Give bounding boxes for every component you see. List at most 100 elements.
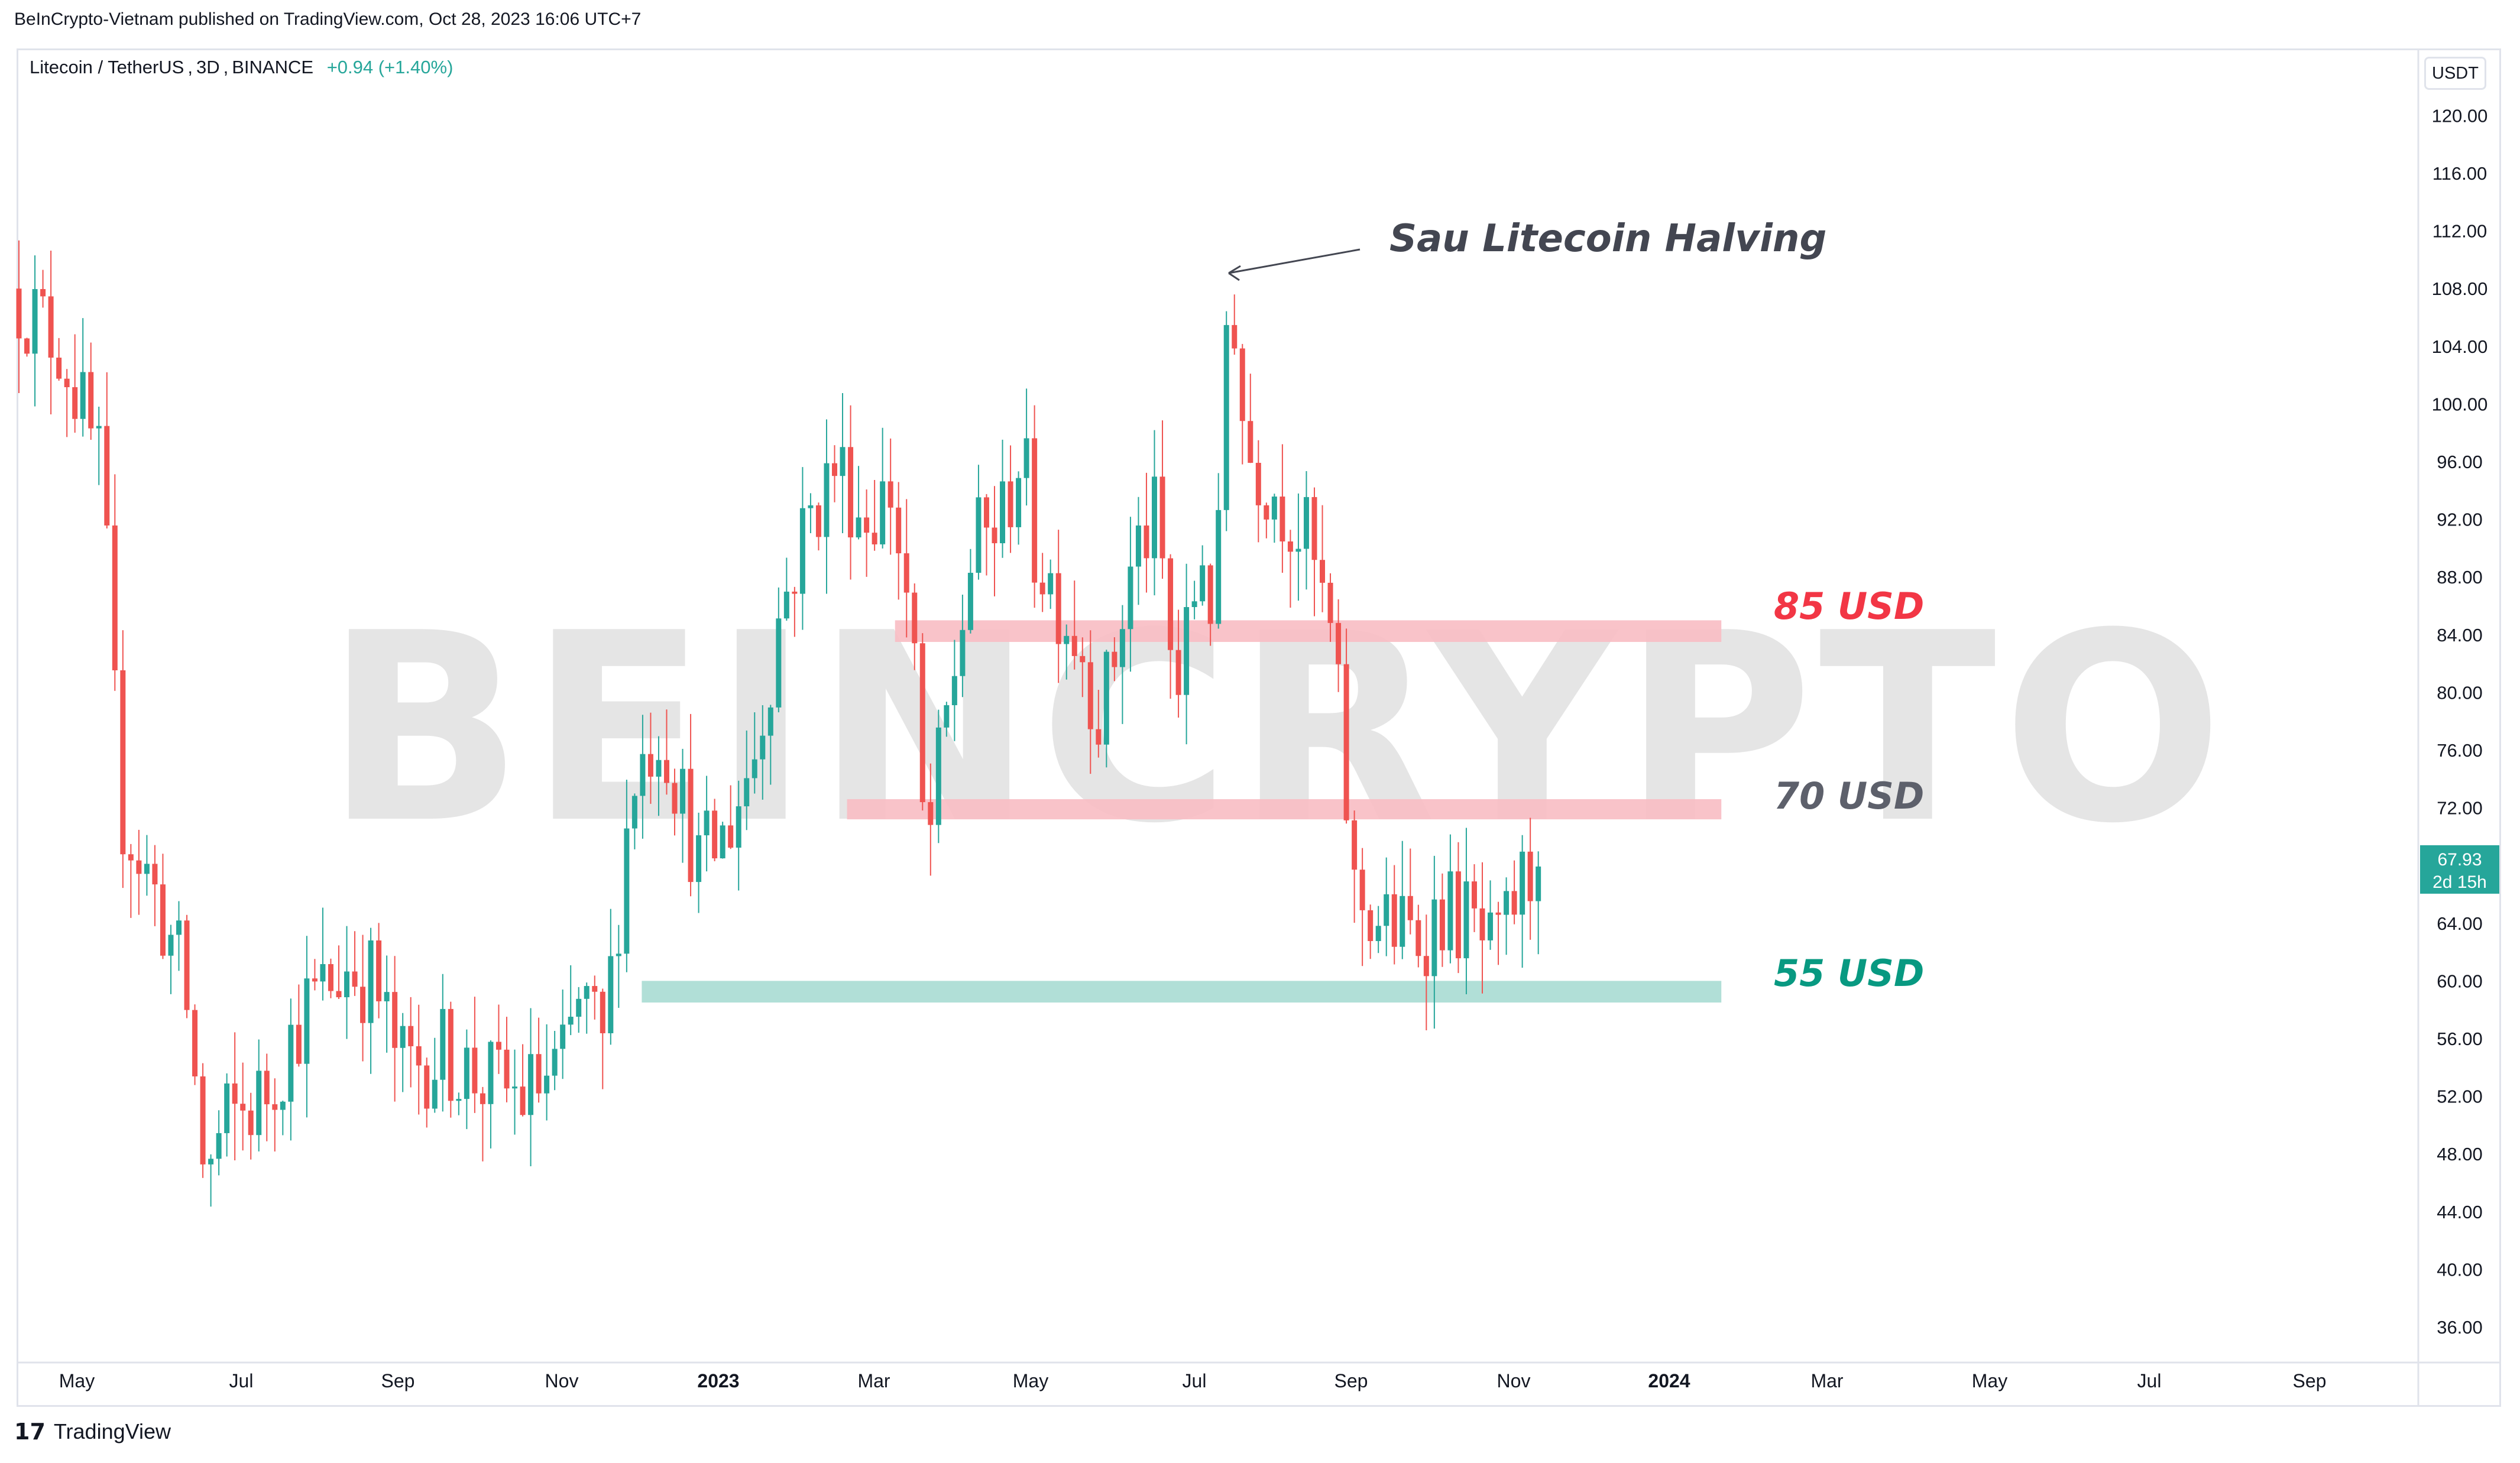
zone-2[interactable] (642, 981, 1722, 1003)
symbol-legend[interactable]: Litecoin / TetherUS, 3D, BINANCE +0.94 (+1… (30, 57, 454, 77)
candle-body (1423, 956, 1429, 977)
candle (488, 1040, 494, 1149)
last-price-countdown: 2d 15h (2432, 872, 2487, 892)
candle-body (1391, 894, 1397, 947)
currency-button[interactable]: USDT (2424, 57, 2486, 90)
candle (951, 640, 957, 741)
candle-body (32, 289, 38, 354)
candle (1384, 857, 1389, 956)
candle (584, 982, 589, 1034)
price-tick-label: 112.00 (2432, 221, 2487, 242)
candle-body (1375, 926, 1381, 942)
zone-1[interactable] (847, 799, 1722, 820)
candle-body (1343, 664, 1349, 820)
candle (1223, 311, 1229, 531)
candle-body (24, 338, 30, 354)
time-tick-label: May (1972, 1370, 2007, 1391)
candle (616, 924, 621, 1008)
tradingview-footer[interactable]: 17 TradingView (14, 1419, 171, 1445)
candle-body (240, 1104, 246, 1111)
zone-0[interactable] (895, 620, 1722, 642)
candle (288, 998, 294, 1141)
candle-body (1055, 573, 1061, 644)
candle-body (232, 1083, 238, 1104)
price-tick-label: 84.00 (2437, 625, 2483, 645)
candle-body (1416, 920, 1421, 956)
price-axis[interactable]: 120.00 116.00 112.00 108.00 104.00 100.00 96.0… (2432, 105, 2488, 1338)
candle-body (344, 971, 350, 998)
candle-body (696, 835, 702, 883)
candle (72, 334, 78, 433)
candle-body (104, 426, 110, 525)
candle-body (1223, 325, 1229, 510)
candle-body (576, 998, 582, 1017)
candle-body (976, 497, 982, 573)
candle (208, 1154, 214, 1207)
candle (903, 499, 909, 638)
zone-label-1: 70 USD (1774, 774, 1924, 818)
candle (168, 924, 174, 994)
candle (792, 586, 798, 637)
candle (1327, 573, 1333, 642)
candle (528, 1008, 534, 1166)
candle (240, 1062, 246, 1151)
candle-body (760, 735, 766, 760)
candle-body (1295, 549, 1301, 552)
candle-body (1151, 476, 1157, 559)
candle-body (944, 705, 950, 728)
candle (919, 633, 925, 811)
candle-body (967, 573, 973, 630)
candle-body (992, 527, 997, 543)
candle (480, 1086, 485, 1162)
candle-body (88, 372, 94, 429)
candle (1295, 493, 1301, 601)
candle (1391, 865, 1397, 965)
candle-body (1128, 566, 1133, 630)
candle (1039, 553, 1045, 612)
candle (1311, 487, 1317, 617)
candle (1144, 472, 1149, 593)
candle (1264, 502, 1269, 539)
candle-body (1271, 497, 1277, 520)
candle (248, 1092, 254, 1160)
candle (1495, 901, 1501, 965)
candle (352, 931, 358, 996)
candle-body (1159, 476, 1165, 559)
candle (960, 595, 966, 698)
candle-body (656, 760, 662, 777)
candle-body (1039, 582, 1045, 595)
candle (688, 713, 694, 897)
candle (256, 1039, 262, 1151)
candle (992, 486, 997, 596)
candle-body (928, 802, 934, 825)
candle-body (16, 288, 22, 339)
price-tick-label: 108.00 (2432, 278, 2488, 299)
candle-body (799, 508, 805, 594)
candle-body (1407, 896, 1413, 920)
time-tick-label: May (59, 1370, 95, 1391)
candle (1055, 530, 1061, 683)
price-tick-label: 104.00 (2432, 336, 2488, 357)
candle-body (783, 591, 789, 619)
price-tick-label: 88.00 (2437, 567, 2483, 588)
candle (967, 549, 973, 634)
candle-body (808, 505, 814, 508)
candle (1479, 862, 1485, 994)
candle (1232, 294, 1238, 355)
candle (856, 466, 861, 540)
candle-body (1280, 497, 1285, 541)
candle (983, 494, 989, 576)
time-axis[interactable]: May Jul Sep Nov 2023 Mar May Jul Sep Nov 2024 Mar Ma… (59, 1370, 2327, 1391)
candle-body (152, 864, 158, 885)
candle (864, 489, 870, 577)
candle (192, 1004, 198, 1085)
candle-body (1000, 481, 1006, 543)
candle-body (1135, 525, 1141, 567)
candle-body (208, 1159, 214, 1164)
candle-body (48, 296, 54, 358)
price-tick-label: 60.00 (2437, 971, 2483, 991)
candle-body (512, 1086, 518, 1089)
candle (624, 780, 630, 972)
price-tick-label: 56.00 (2437, 1029, 2483, 1049)
